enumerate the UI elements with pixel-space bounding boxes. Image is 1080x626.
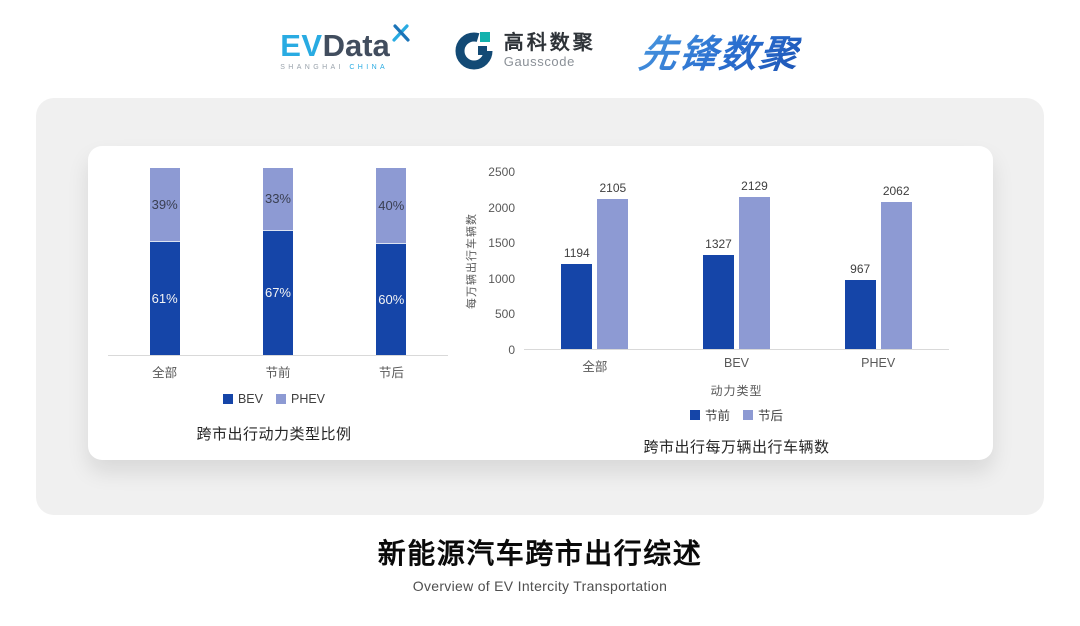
stacked-bar: 40% 60% <box>376 168 407 355</box>
bev-segment: 67% <box>262 229 293 355</box>
stacked-category-row: 全部 节前 节后 <box>108 362 448 381</box>
grouped-bar-series-0: 1327 <box>703 237 734 349</box>
grouped-bar-series-0: 967 <box>844 262 876 349</box>
y-axis-ticks: 0 500 1000 1500 2000 2500 <box>482 166 524 356</box>
bar-group: 967 2062 <box>807 172 949 349</box>
gausscode-logo: 高科数聚 Gausscode <box>455 30 596 70</box>
phev-segment: 40% <box>376 168 407 243</box>
bev-segment: 60% <box>376 242 407 355</box>
y-axis-label: 每万辆出行车辆数 <box>466 213 478 309</box>
y-tick-label: 1000 <box>488 271 515 286</box>
bar-value-label: 2105 <box>599 181 627 196</box>
grouped-category-row: 全部 BEV PHEV <box>524 356 949 375</box>
legend-label: PHEV <box>290 392 326 406</box>
phev-value-label: 33% <box>264 191 291 207</box>
evdata-wordmark: EV Data <box>280 23 411 63</box>
grouped-bar-series-1: 2105 <box>597 181 629 349</box>
grouped-bar-series-1: 2062 <box>880 184 912 349</box>
stacked-bar-chart: 39% 61% 33% 67% 40% 60% 全部 节前 节后 BEV PHEV 跨市出行动力… <box>88 146 460 460</box>
phev-segment: 33% <box>262 168 293 230</box>
evdata-data-text: Data <box>322 27 390 63</box>
bar-value-label: 967 <box>850 262 871 277</box>
y-axis-label-wrap: 每万辆出行车辆数 <box>460 172 482 350</box>
charts-panel: 39% 61% 33% 67% 40% 60% 全部 节前 节后 BEV PHEV 跨市出行动力… <box>36 98 1044 515</box>
footer-section: 新能源汽车跨市出行综述 Overview of EV Intercity Tra… <box>0 532 1080 594</box>
category-label: 全部 <box>152 366 178 380</box>
bar-group: 1194 2105 <box>524 172 666 349</box>
legend-swatch-icon <box>275 394 286 404</box>
stacked-legend: BEV PHEV <box>88 392 460 406</box>
page-subtitle: Overview of EV Intercity Transportation <box>412 578 668 594</box>
page-title: 新能源汽车跨市出行综述 <box>377 538 703 569</box>
legend-item: 节后 <box>743 405 783 424</box>
stacked-chart-title: 跨市出行动力类型比例 <box>196 426 352 443</box>
bev-value-label: 61% <box>151 290 178 306</box>
gausscode-mark-icon <box>455 32 493 70</box>
stacked-bar: 39% 61% <box>149 168 180 355</box>
grouped-plot-row: 每万辆出行车辆数 0 500 1000 1500 2000 2500 1194 2105 13… <box>460 166 993 356</box>
y-tick-label: 2000 <box>488 200 515 215</box>
evdata-subtitle: SHANGHAI CHINA <box>280 64 411 71</box>
grouped-plot: 1194 2105 1327 2129 967 2062 <box>524 172 949 350</box>
legend-label: BEV <box>237 392 263 406</box>
x-axis-label: 动力类型 <box>710 384 763 398</box>
grouped-chart-title: 跨市出行每万辆出行车辆数 <box>643 439 830 456</box>
page: { "header": { "evdata": { "ev": "EV", "d… <box>0 18 1080 626</box>
evdata-logo: EV Data SHANGHAI CHINA <box>280 23 411 71</box>
phev-value-label: 39% <box>151 196 178 212</box>
evdata-subtitle-left: SHANGHAI <box>280 63 344 71</box>
y-tick-label: 2500 <box>488 165 515 179</box>
grouped-chart-footer: 全部 BEV PHEV 动力类型 节前 节后 跨市出行每万辆出行车辆数 <box>524 356 949 457</box>
grouped-bar-chart: 每万辆出行车辆数 0 500 1000 1500 2000 2500 1194 2105 13… <box>460 146 993 460</box>
gausscode-cn-text: 高科数聚 <box>503 31 596 54</box>
bev-segment: 61% <box>149 240 180 355</box>
legend-swatch-icon <box>222 394 233 404</box>
evdata-x-icon <box>392 23 410 42</box>
legend-label: 节后 <box>758 409 784 423</box>
bev-value-label: 67% <box>264 285 291 301</box>
category-label: PHEV <box>861 356 896 370</box>
legend-item: PHEV <box>275 392 326 406</box>
pioneer-logo: 先锋数聚 <box>636 23 804 78</box>
bar-value-label: 1327 <box>705 236 732 251</box>
grouped-bar-series-0: 1194 <box>561 246 593 349</box>
bar-value-label: 2129 <box>741 179 768 194</box>
evdata-ev-text: EV <box>280 27 323 63</box>
bar-group: 1327 2129 <box>666 172 808 349</box>
bev-value-label: 60% <box>378 291 405 307</box>
stacked-plot: 39% 61% 33% 67% 40% 60% <box>108 168 448 356</box>
gausscode-text: 高科数聚 Gausscode <box>504 32 596 69</box>
legend-label: 节前 <box>704 409 730 423</box>
bar-value-label: 2062 <box>882 184 910 199</box>
category-label: 节后 <box>378 366 404 380</box>
y-tick-label: 500 <box>494 307 515 322</box>
charts-card: 39% 61% 33% 67% 40% 60% 全部 节前 节后 BEV PHEV 跨市出行动力… <box>88 146 993 460</box>
legend-swatch-icon <box>743 409 753 420</box>
legend-item: BEV <box>222 392 263 406</box>
stacked-bar: 33% 67% <box>262 168 293 355</box>
grouped-legend: 节前 节后 <box>524 405 949 424</box>
y-tick-label: 0 <box>508 343 515 357</box>
logo-bar: EV Data SHANGHAI CHINA 高科数聚 Gausscode 先锋… <box>0 18 1080 82</box>
legend-item: 节前 <box>689 405 730 424</box>
legend-swatch-icon <box>689 409 700 420</box>
category-label: 节前 <box>265 366 291 380</box>
category-label: BEV <box>724 356 750 370</box>
bar-value-label: 1194 <box>563 246 590 260</box>
phev-value-label: 40% <box>378 197 405 213</box>
phev-segment: 39% <box>149 168 180 241</box>
evdata-subtitle-right: CHINA <box>349 63 389 71</box>
gausscode-en-text: Gausscode <box>503 53 575 69</box>
grouped-bar-series-1: 2129 <box>739 179 770 349</box>
category-label: 全部 <box>582 360 608 374</box>
y-tick-label: 1500 <box>488 236 515 251</box>
